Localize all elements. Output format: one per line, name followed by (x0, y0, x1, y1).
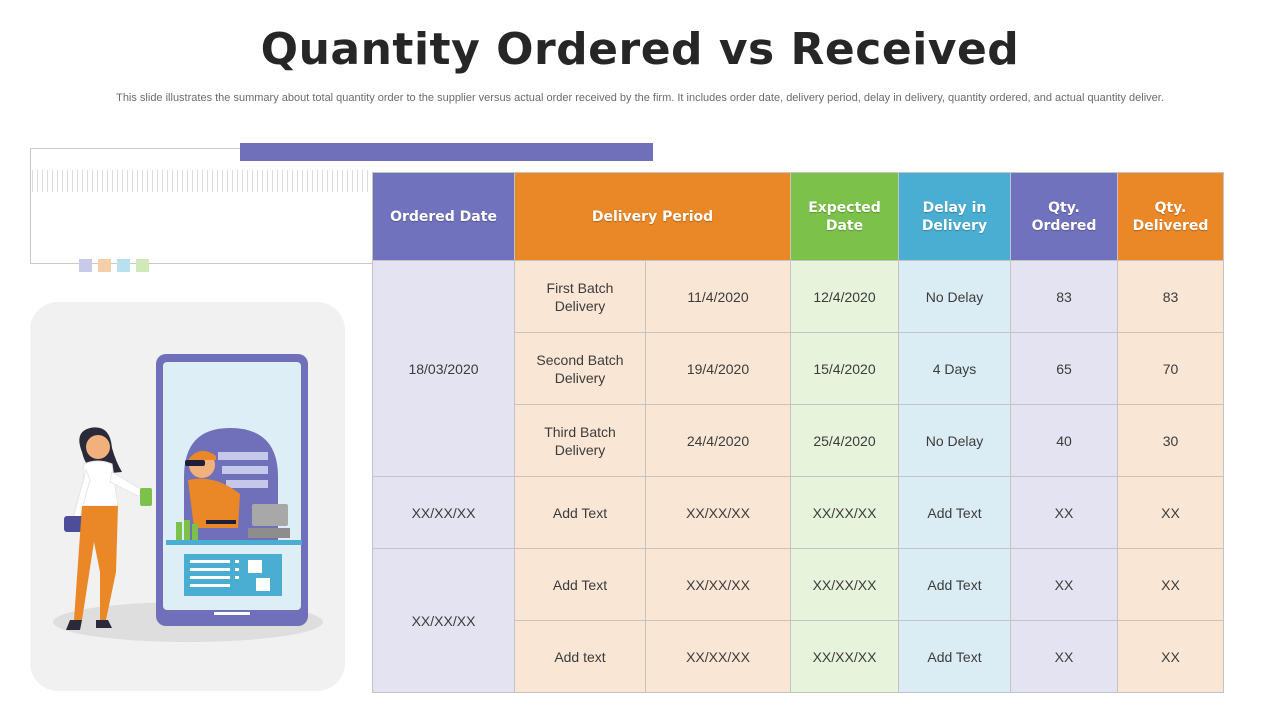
batch-cell: Add Text (514, 548, 646, 621)
ordered-date-cell: 18/03/2020 (372, 260, 515, 477)
expected-date-cell: 12/4/2020 (790, 260, 899, 333)
table-header-row: Ordered Date Delivery Period Expected Da… (372, 172, 1224, 261)
expected-date-cell: XX/XX/XX (790, 620, 899, 693)
delay-cell: Add Text (898, 620, 1011, 693)
delivery-date-cell: XX/XX/XX (645, 476, 791, 549)
qty-ordered-cell: 83 (1010, 260, 1118, 333)
table-row: XX/XX/XX Add Text XX/XX/XX XX/XX/XX Add … (372, 476, 1224, 549)
qty-ordered-cell: XX (1010, 476, 1118, 549)
header-qty-delivered: Qty. Delivered (1117, 172, 1224, 261)
register-icon (252, 504, 288, 526)
delivery-date-cell: XX/XX/XX (645, 620, 791, 693)
qty-ordered-cell: XX (1010, 548, 1118, 621)
expected-date-cell: 15/4/2020 (790, 332, 899, 405)
qty-ordered-cell: XX (1010, 620, 1118, 693)
table-row: Second Batch Delivery 19/4/2020 15/4/202… (373, 332, 1224, 405)
delay-cell: Add Text (898, 548, 1011, 621)
ordered-date-cell: XX/XX/XX (372, 548, 515, 693)
counter-icon (166, 540, 302, 545)
slide-title: Quantity Ordered vs Received (260, 24, 1020, 75)
header-qty-ordered: Qty. Ordered (1010, 172, 1118, 261)
table-row: 18/03/2020 First Batch Delivery 11/4/202… (372, 260, 1224, 477)
qty-delivered-cell: 30 (1117, 404, 1224, 477)
qty-ordered-cell: 65 (1010, 332, 1118, 405)
delivery-date-cell: XX/XX/XX (645, 548, 791, 621)
batch-cell: Third Batch Delivery (514, 404, 646, 477)
header-expected-date: Expected Date (790, 172, 899, 261)
expected-date-cell: XX/XX/XX (790, 548, 899, 621)
decorative-accent-bar (240, 143, 653, 161)
delay-cell: 4 Days (898, 332, 1011, 405)
qty-delivered-cell: 70 (1117, 332, 1224, 405)
slide-subtitle: This slide illustrates the summary about… (116, 92, 1164, 104)
header-delay-in-delivery: Delay in Delivery (898, 172, 1011, 261)
delivery-date-cell: 11/4/2020 (645, 260, 791, 333)
table-row: XX/XX/XX Add Text XX/XX/XX XX/XX/XX Add … (372, 548, 1224, 693)
expected-date-cell: XX/XX/XX (790, 476, 899, 549)
woman-torso-icon (81, 460, 119, 507)
batch-cell: Add Text (514, 476, 646, 549)
ordered-date-cell: XX/XX/XX (372, 476, 515, 549)
decorative-square-green (136, 259, 149, 272)
decorative-square-purple (79, 259, 92, 272)
qty-delivered-cell: XX (1117, 620, 1224, 693)
delay-cell: No Delay (898, 260, 1011, 333)
delay-cell: No Delay (898, 404, 1011, 477)
decorative-frame (30, 148, 374, 264)
header-delivery-period: Delivery Period (514, 172, 791, 261)
decorative-square-orange (98, 259, 111, 272)
qty-delivered-cell: 83 (1117, 260, 1224, 333)
online-shopping-phone-illustration (53, 354, 323, 642)
delivery-date-cell: 19/4/2020 (645, 332, 791, 405)
batch-cell: Second Batch Delivery (514, 332, 646, 405)
delay-cell: Add Text (898, 476, 1011, 549)
header-ordered-date: Ordered Date (372, 172, 515, 261)
batch-cell: First Batch Delivery (514, 260, 646, 333)
table-row: Third Batch Delivery 24/4/2020 25/4/2020… (373, 404, 1224, 477)
qty-ordered-cell: 40 (1010, 404, 1118, 477)
shopkeeper-body-icon (188, 478, 240, 528)
batch-cell: Add text (514, 620, 646, 693)
order-summary-table: Ordered Date Delivery Period Expected Da… (372, 172, 1224, 693)
decorative-square-blue (117, 259, 130, 272)
table-row: Add text XX/XX/XX XX/XX/XX Add Text XX X… (373, 620, 1224, 693)
qty-delivered-cell: XX (1117, 548, 1224, 621)
delivery-date-cell: 24/4/2020 (645, 404, 791, 477)
qty-delivered-cell: XX (1117, 476, 1224, 549)
expected-date-cell: 25/4/2020 (790, 404, 899, 477)
woman-head-icon (86, 435, 110, 459)
decorative-stripes (32, 170, 372, 192)
money-icon (140, 488, 152, 506)
